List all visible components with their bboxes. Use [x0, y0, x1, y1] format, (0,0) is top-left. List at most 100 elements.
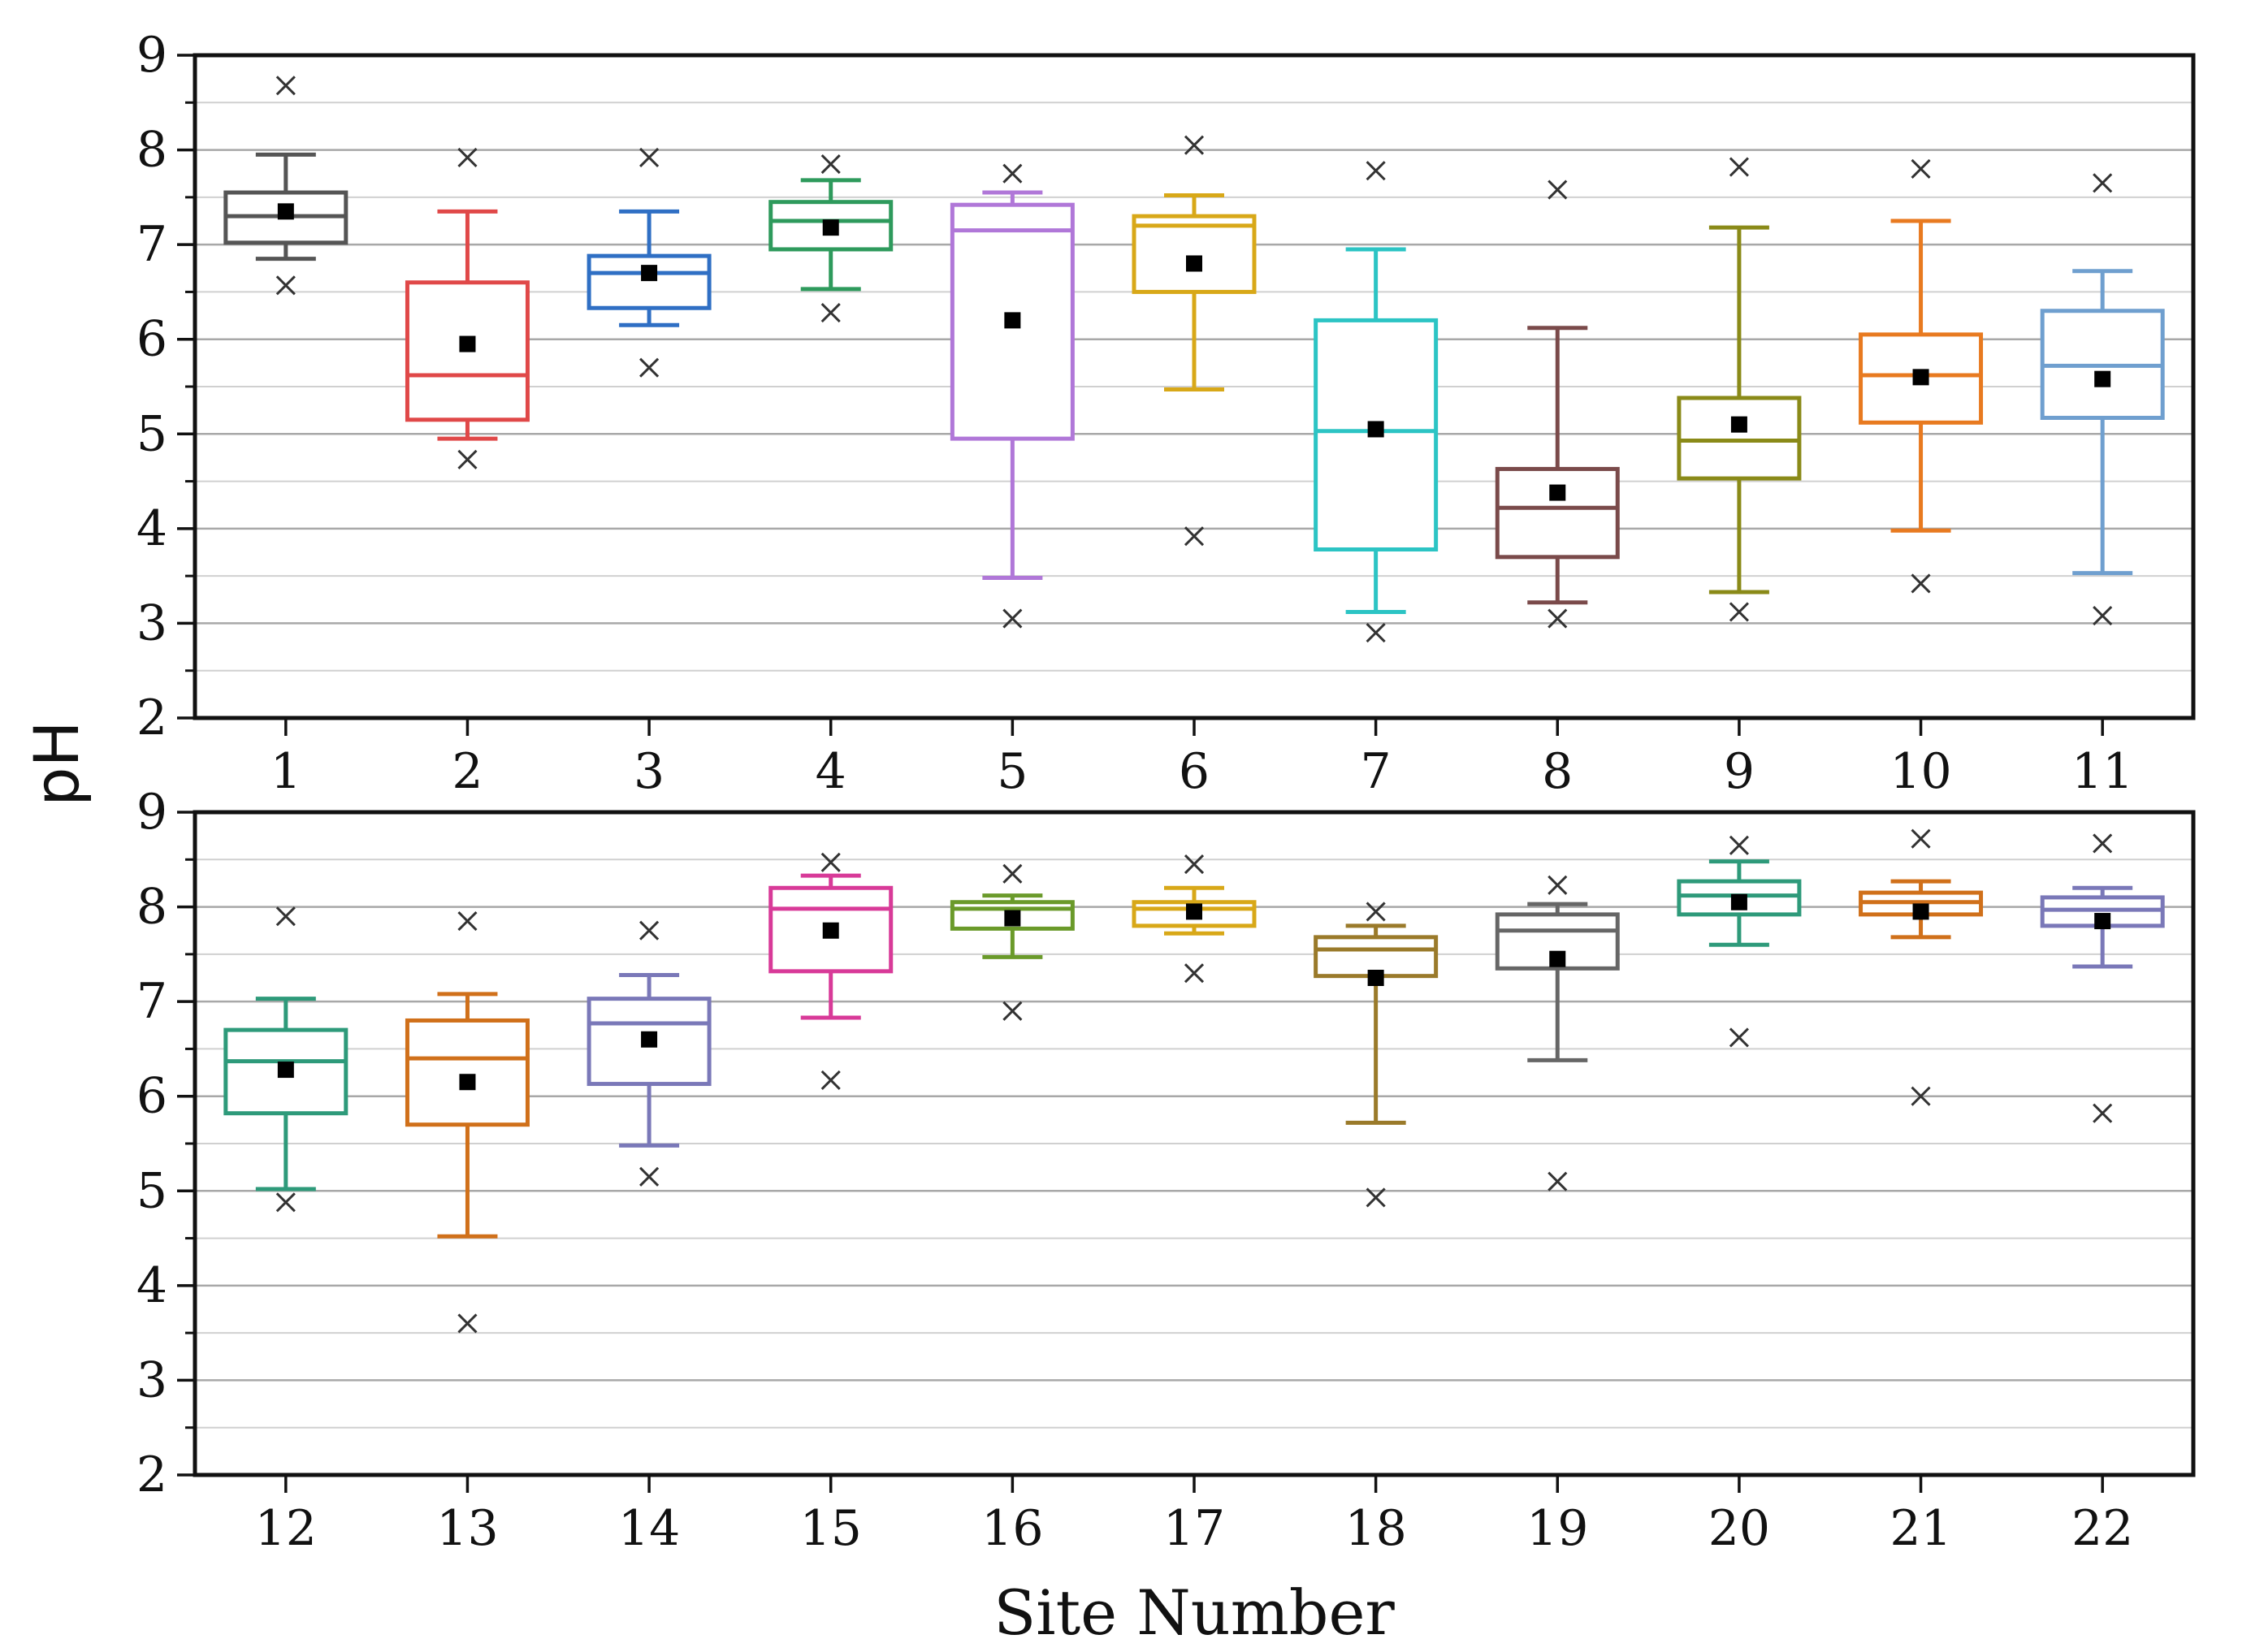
x-tick-label: 4: [816, 743, 846, 800]
min-marker: [1729, 1027, 1749, 1048]
x-tick-label: 11: [2071, 743, 2133, 800]
site-7: 7: [1314, 161, 1439, 800]
panel-1: 2 3 4 5 6 7 8 9 1 2 3 4 5 6 7 8 9 10 11: [136, 27, 2196, 800]
max-marker: [1911, 828, 1931, 849]
max-marker: [1548, 875, 1568, 895]
box: [1314, 935, 1439, 979]
min-marker: [1911, 573, 1931, 594]
mean-marker: [1549, 950, 1566, 967]
site-8: 8: [1495, 179, 1620, 800]
site-4: 4: [768, 154, 894, 800]
y-axis-title: pH: [20, 720, 93, 806]
min-marker: [820, 303, 841, 323]
min-marker: [1911, 1086, 1931, 1106]
max-marker: [1184, 854, 1205, 875]
mean-marker: [1186, 903, 1202, 920]
max-marker: [1729, 157, 1749, 177]
max-marker: [820, 154, 841, 175]
site-2: 2: [405, 147, 530, 800]
mean-marker: [1912, 903, 1929, 920]
mean-marker: [2094, 370, 2111, 387]
x-tick-label: 17: [1163, 1500, 1225, 1557]
y-tick-label: 9: [136, 784, 167, 841]
y-tick-label: 9: [136, 27, 167, 84]
y-tick-label: 2: [136, 1447, 167, 1503]
site-1: 1: [223, 76, 348, 800]
max-marker: [1366, 161, 1386, 181]
y-tick-label: 2: [136, 690, 167, 746]
y-tick-label: 3: [136, 595, 167, 651]
mean-marker: [822, 219, 839, 236]
mean-marker: [1367, 421, 1384, 438]
mean-marker: [459, 1074, 476, 1091]
max-marker: [1911, 158, 1931, 179]
site-19: 19: [1495, 875, 1620, 1557]
site-12: 12: [223, 906, 348, 1557]
box: [1859, 332, 1984, 425]
max-marker: [2093, 833, 2113, 854]
x-tick-label: 12: [255, 1500, 317, 1557]
panel-2: 2 3 4 5 6 7 8 9 12 13 14 15 16 17 18 19 20 21 22: [136, 784, 2196, 1557]
min-marker: [1184, 526, 1205, 547]
site-3: 3: [587, 147, 712, 800]
site-18: 18: [1314, 902, 1439, 1557]
x-tick-label: 3: [634, 743, 664, 800]
x-tick-label: 19: [1526, 1500, 1588, 1557]
min-marker: [1366, 1187, 1386, 1208]
x-tick-label: 14: [618, 1500, 680, 1557]
x-tick-label: 5: [997, 743, 1028, 800]
site-22: 22: [2040, 833, 2165, 1557]
min-marker: [457, 1313, 478, 1334]
site-11: 11: [2040, 173, 2165, 800]
x-tick-label: 2: [452, 743, 483, 800]
x-tick-label: 13: [436, 1500, 498, 1557]
min-marker: [639, 1166, 660, 1187]
y-tick-label: 4: [136, 500, 167, 557]
site-16: 16: [950, 863, 1075, 1557]
mean-marker: [641, 1031, 658, 1048]
mean-marker: [2094, 913, 2111, 930]
min-marker: [639, 357, 660, 378]
max-marker: [275, 76, 296, 96]
box: [1132, 214, 1257, 294]
y-tick-label: 6: [136, 311, 167, 368]
site-15: 15: [768, 852, 894, 1557]
y-tick-label: 8: [136, 879, 167, 936]
max-marker: [639, 147, 660, 167]
min-marker: [1366, 623, 1386, 643]
y-tick-label: 8: [136, 122, 167, 179]
min-marker: [2093, 1103, 2113, 1123]
site-10: 10: [1859, 158, 1984, 800]
site-20: 20: [1677, 835, 1802, 1557]
mean-marker: [1004, 312, 1021, 329]
max-marker: [1729, 835, 1749, 855]
mean-marker: [1730, 416, 1747, 433]
mean-marker: [1912, 369, 1929, 386]
y-tick-label: 5: [136, 1162, 167, 1219]
min-marker: [275, 1192, 296, 1213]
y-tick-label: 5: [136, 405, 167, 462]
mean-marker: [1730, 893, 1747, 910]
min-marker: [1729, 602, 1749, 622]
mean-marker: [1186, 255, 1202, 272]
x-tick-label: 18: [1344, 1500, 1406, 1557]
x-tick-label: 22: [2071, 1500, 2133, 1557]
mean-marker: [277, 203, 294, 220]
box: [1677, 396, 1802, 481]
mean-marker: [641, 265, 658, 282]
min-marker: [820, 1070, 841, 1090]
mean-marker: [459, 335, 476, 352]
max-marker: [457, 147, 478, 167]
max-marker: [457, 910, 478, 932]
x-tick-label: 7: [1361, 743, 1392, 800]
box: [587, 253, 712, 310]
y-tick-label: 7: [136, 973, 167, 1030]
site-6: 6: [1132, 135, 1257, 800]
y-tick-label: 4: [136, 1257, 167, 1314]
x-tick-label: 16: [981, 1500, 1043, 1557]
max-marker: [1548, 179, 1568, 200]
y-tick-label: 3: [136, 1351, 167, 1408]
site-13: 13: [405, 910, 530, 1557]
x-tick-label: 6: [1179, 743, 1210, 800]
